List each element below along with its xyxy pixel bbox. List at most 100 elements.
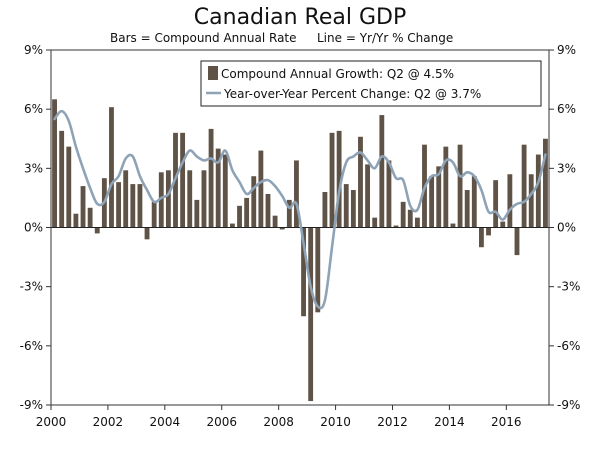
bar-2008Q4 — [301, 227, 306, 317]
bar-2004Q4 — [187, 170, 193, 228]
bar-2010Q4 — [358, 136, 363, 228]
bar-2007Q2 — [258, 150, 264, 228]
xtick-label-4: 2008 — [263, 415, 294, 429]
bar-2003Q4 — [158, 172, 164, 228]
ytick-right-label-5: 6% — [557, 102, 576, 116]
line-layer — [53, 109, 547, 310]
bar-2006Q2 — [230, 223, 235, 228]
legend-label-bars: Compound Annual Growth: Q2 @ 4.5% — [221, 67, 454, 81]
bar-2012Q3 — [407, 209, 413, 228]
bar-2002Q2 — [116, 182, 122, 228]
bar-2007Q3 — [265, 193, 271, 228]
bar-2014Q3 — [464, 190, 470, 228]
bar-2001Q1 — [80, 186, 86, 228]
bar-2000Q1 — [52, 99, 57, 228]
yoy-line — [53, 109, 547, 310]
bar-2006Q1 — [222, 154, 228, 228]
bar-2011Q3 — [379, 115, 385, 228]
bar-2009Q4 — [329, 132, 335, 228]
xtick-label-2: 2004 — [150, 415, 181, 429]
bar-2003Q2 — [144, 227, 150, 240]
bar-2015Q2 — [486, 227, 491, 236]
bar-2005Q3 — [208, 128, 214, 228]
bar-2002Q3 — [123, 170, 129, 228]
bar-2003Q1 — [137, 184, 143, 228]
ytick-right-label-4: 3% — [557, 161, 576, 175]
xtick-label-0: 2000 — [36, 415, 67, 429]
bars-layer — [52, 99, 548, 402]
bar-2017Q2 — [543, 138, 548, 228]
bar-2016Q1 — [507, 174, 513, 228]
bar-2004Q3 — [180, 132, 186, 228]
xtick-label-1: 2002 — [93, 415, 124, 429]
bar-2007Q4 — [272, 215, 278, 228]
bar-2015Q4 — [500, 221, 506, 228]
ytick-left-label-2: -3% — [20, 280, 43, 294]
bar-2012Q4 — [414, 217, 420, 228]
chart-subtitle-line: Line = Yr/Yr % Change — [317, 31, 453, 45]
ytick-right-label-2: -3% — [557, 280, 580, 294]
legend: Compound Annual Growth: Q2 @ 4.5% Year-o… — [200, 60, 542, 107]
ytick-right-label-1: -6% — [557, 339, 580, 353]
ytick-right-label-0: -9% — [557, 398, 580, 412]
bar-2009Q1 — [308, 227, 314, 402]
bar-2006Q3 — [237, 205, 242, 228]
ytick-left-label-5: 6% — [24, 102, 43, 116]
bar-2000Q2 — [59, 130, 65, 228]
bar-2001Q2 — [87, 207, 93, 228]
bar-2012Q1 — [393, 225, 399, 228]
bar-2010Q2 — [343, 184, 349, 228]
bar-2011Q2 — [372, 217, 378, 228]
bar-2015Q3 — [493, 180, 499, 228]
ytick-left-label-4: 3% — [24, 161, 43, 175]
xtick-label-3: 2006 — [206, 415, 237, 429]
bar-2002Q1 — [109, 107, 114, 228]
bar-2016Q3 — [521, 144, 527, 228]
bar-2008Q1 — [279, 227, 285, 230]
bar-2002Q4 — [130, 184, 136, 228]
bar-2009Q2 — [315, 227, 321, 313]
bar-2013Q4 — [443, 146, 449, 228]
bar-2004Q1 — [165, 170, 171, 228]
bar-2001Q3 — [94, 227, 100, 234]
bar-2013Q2 — [429, 176, 435, 228]
bar-2012Q2 — [400, 201, 406, 228]
bar-2014Q4 — [471, 176, 477, 228]
legend-box — [200, 60, 542, 107]
bar-2014Q2 — [457, 144, 463, 228]
bar-2005Q1 — [194, 199, 200, 228]
bar-2005Q4 — [215, 148, 221, 228]
bar-2007Q1 — [251, 176, 257, 228]
ytick-right-label-3: 0% — [557, 221, 576, 235]
bar-2000Q3 — [66, 146, 72, 228]
ytick-left-label-6: 9% — [24, 43, 43, 57]
xtick-label-8: 2016 — [491, 415, 522, 429]
chart-title: Canadian Real GDP — [194, 5, 406, 30]
bar-2017Q1 — [535, 154, 541, 228]
bar-2003Q3 — [151, 201, 157, 228]
bar-2000Q4 — [73, 213, 79, 228]
bar-2016Q4 — [528, 174, 534, 228]
bar-2011Q1 — [365, 164, 371, 228]
ytick-right-label-6: 9% — [557, 43, 576, 57]
bar-2016Q2 — [514, 227, 520, 256]
bar-2010Q3 — [350, 190, 356, 228]
bar-2014Q1 — [450, 223, 456, 228]
legend-swatch-bar — [208, 66, 218, 80]
xtick-label-5: 2010 — [320, 415, 351, 429]
bar-2015Q1 — [479, 227, 484, 248]
ytick-left-label-3: 0% — [24, 221, 43, 235]
bar-2013Q3 — [436, 166, 442, 228]
ytick-left-label-0: -9% — [20, 398, 43, 412]
bar-2006Q4 — [244, 197, 250, 228]
xtick-label-6: 2012 — [377, 415, 408, 429]
bar-2011Q4 — [386, 160, 392, 228]
chart-subtitle-bars: Bars = Compound Annual Rate — [110, 31, 297, 45]
bar-2008Q3 — [294, 160, 299, 228]
bar-2008Q2 — [286, 199, 292, 228]
axis-layer: -9% -9% -6% -6% -3% -3% 0% 0% 3% 3% 6% 6% 9% 9% 2000 20… — [20, 43, 581, 429]
xtick-label-7: 2014 — [434, 415, 465, 429]
bar-2005Q2 — [201, 170, 207, 228]
